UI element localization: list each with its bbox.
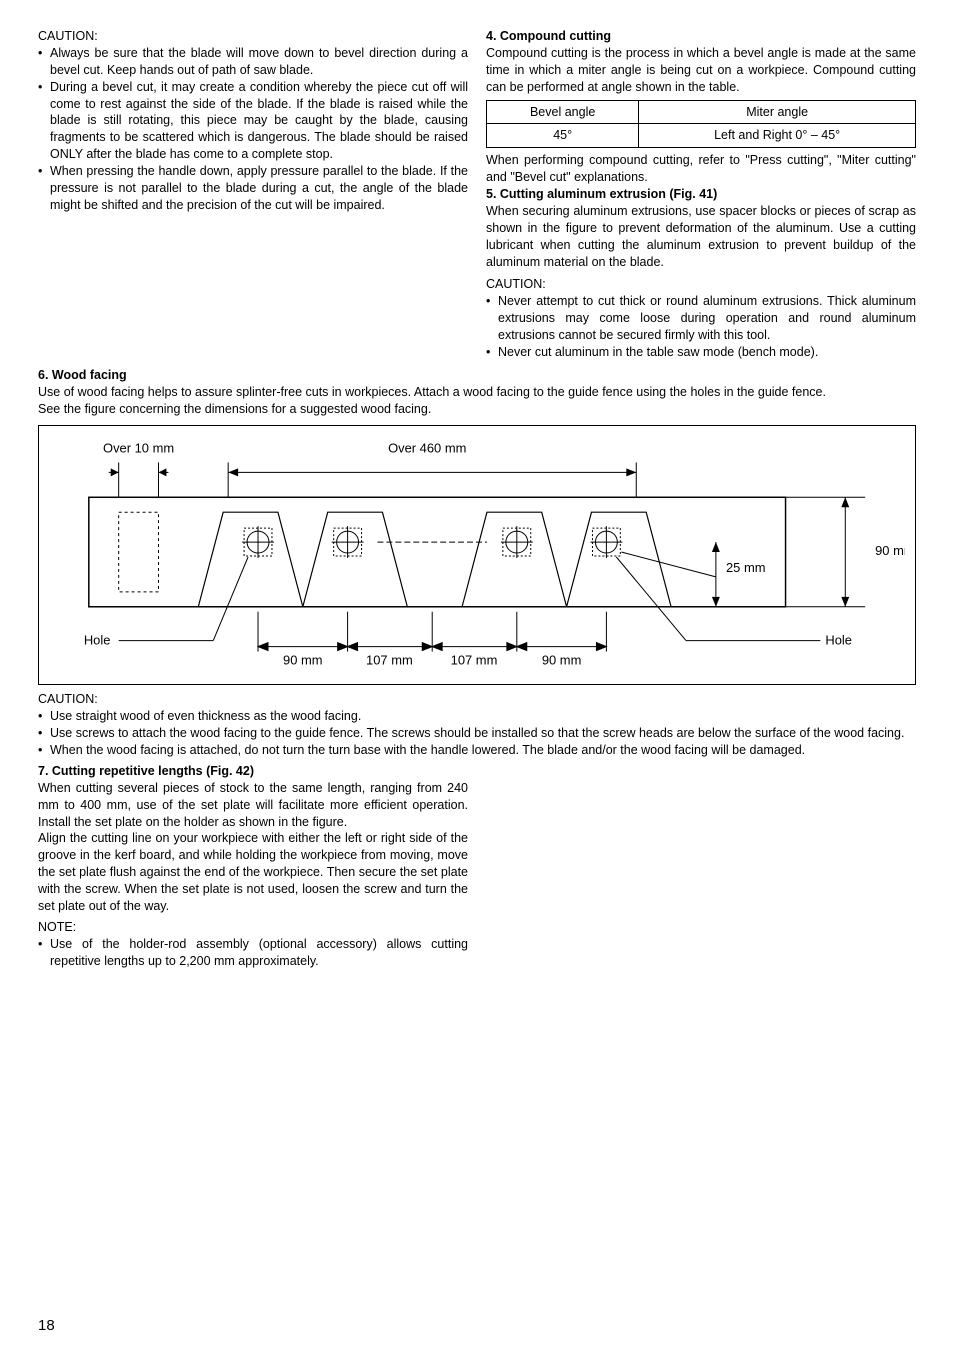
caution-heading: CAUTION: xyxy=(38,28,468,45)
caution-heading: CAUTION: xyxy=(38,691,916,708)
caution-item: Use straight wood of even thickness as t… xyxy=(38,708,916,725)
note-item: Use of the holder-rod assembly (optional… xyxy=(38,936,468,970)
wood-facing-diagram: Over 10 mm Over 460 mm xyxy=(38,425,916,685)
label-107mm-a: 107 mm xyxy=(366,653,413,668)
label-90mm-b: 90 mm xyxy=(542,653,582,668)
section-heading-4: 4. Compound cutting xyxy=(486,28,916,45)
note-heading: NOTE: xyxy=(38,919,468,936)
label-90mm-right: 90 mm xyxy=(875,543,905,558)
section-heading-6: 6. Wood facing xyxy=(38,367,916,384)
body-text: When performing compound cutting, refer … xyxy=(486,152,916,186)
table-header: Miter angle xyxy=(639,100,916,124)
body-text: Use of wood facing helps to assure splin… xyxy=(38,384,916,401)
label-90mm: 90 mm xyxy=(283,653,322,668)
section-heading-7: 7. Cutting repetitive lengths (Fig. 42) xyxy=(38,763,468,780)
label-hole-left: Hole xyxy=(84,633,111,648)
table-cell: 45° xyxy=(487,124,639,148)
caution-item: Use screws to attach the wood facing to … xyxy=(38,725,916,742)
caution-item: Never cut aluminum in the table saw mode… xyxy=(486,344,916,361)
caution-item: Always be sure that the blade will move … xyxy=(38,45,468,79)
label-over460: Over 460 mm xyxy=(388,441,466,456)
section-heading-5: 5. Cutting aluminum extrusion (Fig. 41) xyxy=(486,186,916,203)
caution-item: Never attempt to cut thick or round alum… xyxy=(486,293,916,344)
body-text: Align the cutting line on your workpiece… xyxy=(38,830,468,914)
caution-item: During a bevel cut, it may create a cond… xyxy=(38,79,468,163)
page-number: 18 xyxy=(38,1316,55,1336)
body-text: When cutting several pieces of stock to … xyxy=(38,780,468,831)
table-cell: Left and Right 0° – 45° xyxy=(639,124,916,148)
caution-heading: CAUTION: xyxy=(486,276,916,293)
diagram-svg: Over 10 mm Over 460 mm xyxy=(49,436,905,678)
label-25mm: 25 mm xyxy=(726,560,766,575)
label-hole-right: Hole xyxy=(825,633,852,648)
caution-item: When the wood facing is attached, do not… xyxy=(38,742,916,759)
compound-table: Bevel angle Miter angle 45° Left and Rig… xyxy=(486,100,916,149)
body-text: When securing aluminum extrusions, use s… xyxy=(486,203,916,271)
label-over10: Over 10 mm xyxy=(103,441,174,456)
body-text: Compound cutting is the process in which… xyxy=(486,45,916,96)
label-107mm-b: 107 mm xyxy=(451,653,498,668)
table-header: Bevel angle xyxy=(487,100,639,124)
body-text: See the figure concerning the dimensions… xyxy=(38,401,916,418)
caution-item: When pressing the handle down, apply pre… xyxy=(38,163,468,214)
